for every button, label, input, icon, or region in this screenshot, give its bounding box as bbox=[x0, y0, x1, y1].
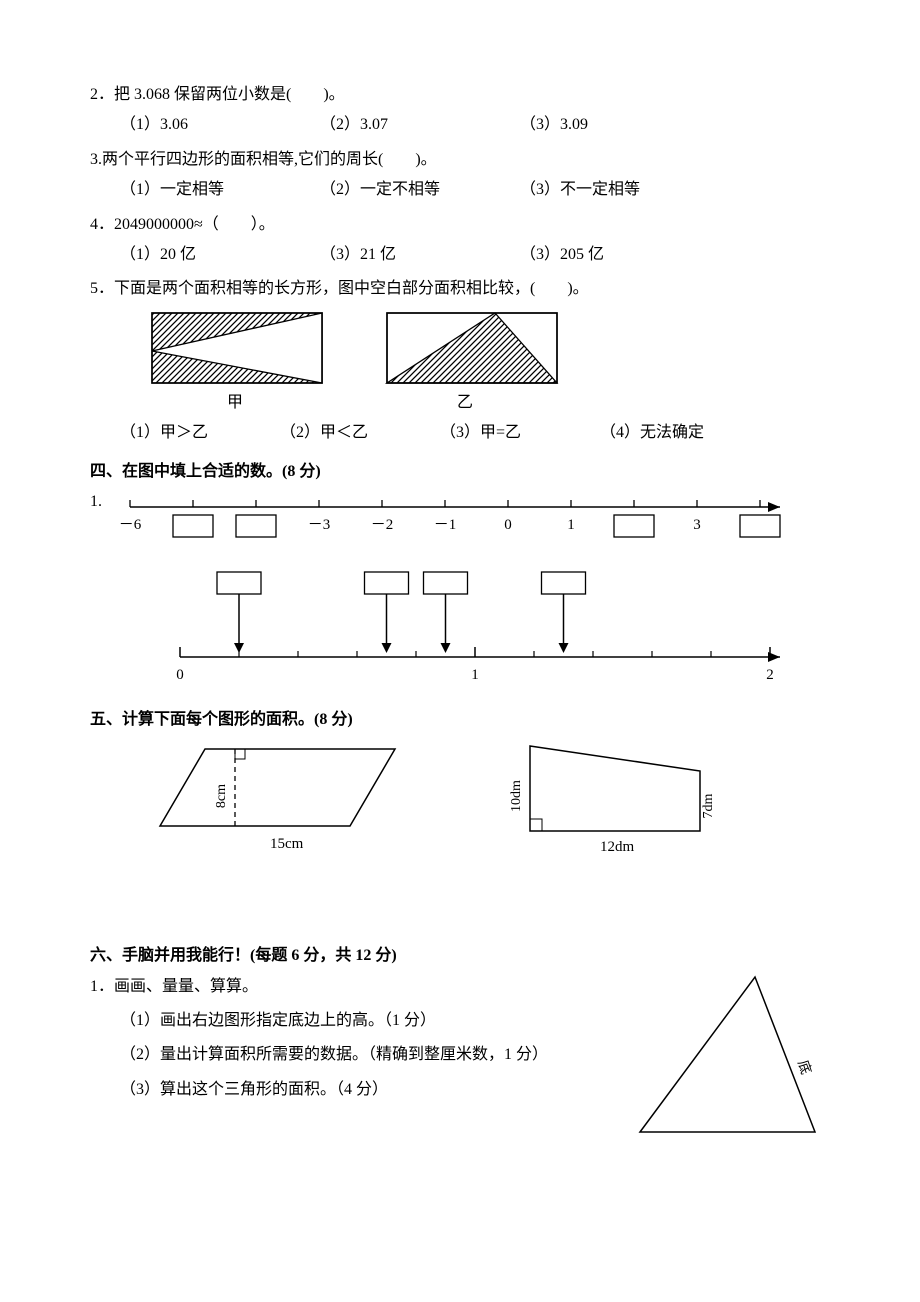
sec5-parallelogram: 8cm 15cm bbox=[150, 741, 430, 861]
q3-opt-2: （2）一定不相等 bbox=[320, 175, 520, 205]
sec6-item1: 1．画画、量量、算算。 bbox=[90, 972, 630, 1002]
svg-text:－2: －2 bbox=[371, 517, 394, 533]
q3-options: （1）一定相等 （2）一定不相等 （3）不一定相等 bbox=[120, 175, 830, 205]
q5-label-jia: 甲 bbox=[150, 388, 320, 418]
trap-bottom-label: 12dm bbox=[600, 839, 635, 855]
q5-opt-2: （2）甲＜乙 bbox=[280, 418, 440, 448]
section-4-body: 1. －6 －3 －2 －1 0 1 3 0 1 2 bbox=[90, 487, 830, 697]
q5-fig-jia bbox=[150, 311, 325, 386]
sec6-sub2: （2）量出计算面积所需要的数据。（精确到整厘米数，1 分） bbox=[120, 1040, 630, 1070]
question-3: 3.两个平行四边形的面积相等,它们的周长( )。 （1）一定相等 （2）一定不相… bbox=[90, 145, 830, 206]
q4-opt-2: （3）21 亿 bbox=[320, 240, 520, 270]
svg-text:2: 2 bbox=[766, 667, 774, 683]
svg-text:0: 0 bbox=[504, 517, 512, 533]
section-4-header: 四、在图中填上合适的数。(8 分) bbox=[90, 457, 830, 487]
svg-text:0: 0 bbox=[176, 667, 184, 683]
svg-text:1: 1 bbox=[471, 667, 479, 683]
q5-opt-3: （3）甲=乙 bbox=[440, 418, 600, 448]
svg-text:1: 1 bbox=[567, 517, 575, 533]
para-height-label: 8cm bbox=[214, 784, 229, 808]
svg-text:－1: －1 bbox=[434, 517, 457, 533]
q2-opt-1: （1）3.06 bbox=[120, 110, 320, 140]
trap-left-label: 10dm bbox=[510, 780, 524, 812]
section-5-figures: 8cm 15cm 10dm 7dm 12dm bbox=[150, 741, 830, 861]
triangle-side-label: 底 bbox=[794, 1058, 814, 1076]
q5-opt-4: （4）无法确定 bbox=[600, 418, 760, 448]
sec5-trapezoid: 10dm 7dm 12dm bbox=[510, 741, 750, 861]
q2-options: （1）3.06 （2）3.07 （3）3.09 bbox=[120, 110, 830, 140]
para-base-label: 15cm bbox=[270, 836, 304, 852]
q5-labels: 甲 乙 bbox=[150, 388, 830, 418]
q2-opt-3: （3）3.09 bbox=[520, 110, 720, 140]
section-6-text: 1．画画、量量、算算。 （1）画出右边图形指定底边上的高。（1 分） （2）量出… bbox=[90, 972, 630, 1106]
q4-options: （1）20 亿 （3）21 亿 （3）205 亿 bbox=[120, 240, 830, 270]
sec6-sub1: （1）画出右边图形指定底边上的高。（1 分） bbox=[120, 1006, 630, 1036]
svg-text:3: 3 bbox=[693, 517, 701, 533]
question-4: 4．2049000000≈（ ）。 （1）20 亿 （3）21 亿 （3）205… bbox=[90, 210, 830, 271]
q5-opt-1: （1）甲＞乙 bbox=[120, 418, 280, 448]
q5-fig-yi bbox=[385, 311, 560, 386]
q5-label-yi: 乙 bbox=[380, 388, 550, 418]
q2-text: 2．把 3.068 保留两位小数是( )。 bbox=[90, 80, 830, 110]
q3-opt-3: （3）不一定相等 bbox=[520, 175, 720, 205]
q2-opt-2: （2）3.07 bbox=[320, 110, 520, 140]
sec4-item1-num: 1. bbox=[90, 487, 110, 517]
q4-opt-1: （1）20 亿 bbox=[120, 240, 320, 270]
section-4-figure: －6 －3 －2 －1 0 1 3 0 1 2 bbox=[110, 487, 810, 697]
section-6-header: 六、手脑并用我能行！(每题 6 分，共 12 分) bbox=[90, 941, 830, 971]
q5-figures bbox=[150, 311, 830, 386]
q4-text: 4．2049000000≈（ ）。 bbox=[90, 210, 830, 240]
section-6: 六、手脑并用我能行！(每题 6 分，共 12 分) 1．画画、量量、算算。 （1… bbox=[90, 941, 830, 1141]
q5-options: （1）甲＞乙 （2）甲＜乙 （3）甲=乙 （4）无法确定 bbox=[120, 418, 830, 448]
svg-text:－6: －6 bbox=[119, 517, 142, 533]
svg-text:－3: －3 bbox=[308, 517, 331, 533]
q5-text: 5．下面是两个面积相等的长方形，图中空白部分面积相比较，( )。 bbox=[90, 274, 830, 304]
q3-text: 3.两个平行四边形的面积相等,它们的周长( )。 bbox=[90, 145, 830, 175]
section-5-header: 五、计算下面每个图形的面积。(8 分) bbox=[90, 705, 830, 735]
question-2: 2．把 3.068 保留两位小数是( )。 （1）3.06 （2）3.07 （3… bbox=[90, 80, 830, 141]
trap-right-label: 7dm bbox=[701, 794, 716, 819]
q3-opt-1: （1）一定相等 bbox=[120, 175, 320, 205]
question-5: 5．下面是两个面积相等的长方形，图中空白部分面积相比较，( )。 bbox=[90, 274, 830, 448]
sec6-triangle: 底 bbox=[630, 972, 830, 1142]
sec6-sub3: （3）算出这个三角形的面积。（4 分） bbox=[120, 1075, 630, 1105]
q4-opt-3: （3）205 亿 bbox=[520, 240, 720, 270]
